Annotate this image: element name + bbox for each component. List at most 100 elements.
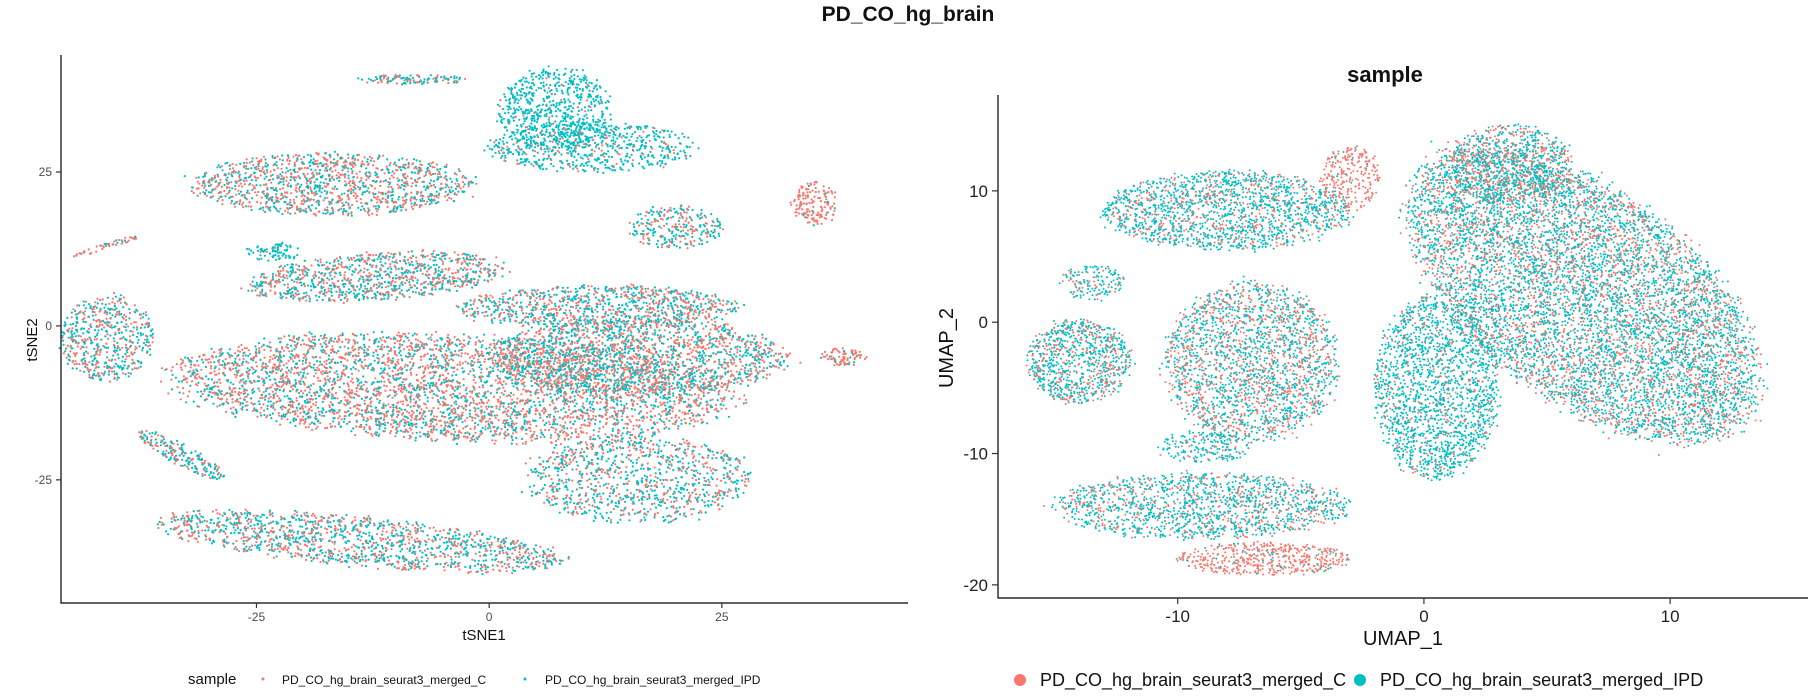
point-IPD [457,385,459,387]
point-C [386,415,388,417]
point-IPD [530,391,532,393]
point-IPD [527,330,529,332]
point-C [678,402,680,404]
point-C [383,407,385,409]
point-IPD [197,382,199,384]
point-C [655,398,657,400]
point-IPD [263,380,265,382]
point-IPD [378,428,380,430]
point-IPD [654,332,656,334]
point-C [592,415,594,417]
point-IPD [599,427,601,429]
point-IPD [395,378,397,380]
point-IPD [595,393,597,395]
point-IPD [365,412,367,414]
point-IPD [664,374,666,376]
point-IPD [188,359,190,361]
point-C [386,385,388,387]
point-IPD [452,393,454,395]
point-IPD [310,395,312,397]
point-IPD [437,360,439,362]
point-IPD [375,434,377,436]
point-IPD [383,419,385,421]
point-C [455,353,457,355]
point-IPD [323,342,325,344]
point-C [683,373,685,375]
point-IPD [477,424,479,426]
point-IPD [347,342,349,344]
point-C [473,400,475,402]
point-C [254,381,256,383]
point-C [186,377,188,379]
point-IPD [339,402,341,404]
point-C [180,398,182,400]
point-IPD [228,354,230,356]
point-IPD [303,372,305,374]
point-C [493,396,495,398]
point-C [204,359,206,361]
point-IPD [348,415,350,417]
point-C [547,381,549,383]
point-C [711,343,713,345]
point-C [609,416,611,418]
point-IPD [456,416,458,418]
point-C [561,381,563,383]
point-C [710,328,712,330]
point-IPD [669,409,671,411]
point-IPD [517,349,519,351]
point-C [406,411,408,413]
point-IPD [490,392,492,394]
point-C [673,403,675,405]
point-IPD [365,397,367,399]
point-C [516,443,518,445]
point-IPD [603,374,605,376]
point-C [344,354,346,356]
point-C [602,426,604,428]
point-C [298,382,300,384]
point-C [527,349,529,351]
point-IPD [631,408,633,410]
point-C [535,413,537,415]
point-IPD [300,371,302,373]
point-C [323,398,325,400]
point-IPD [234,416,236,418]
point-C [448,380,450,382]
point-IPD [557,389,559,391]
point-IPD [384,369,386,371]
point-C [276,395,278,397]
point-C [215,374,217,376]
point-C [667,346,669,348]
point-C [446,341,448,343]
point-C [160,381,162,383]
point-C [401,385,403,387]
point-C [246,347,248,349]
point-IPD [557,392,559,394]
point-C [200,369,202,371]
point-C [672,410,674,412]
point-IPD [441,382,443,384]
point-C [344,358,346,360]
point-IPD [196,360,198,362]
point-IPD [324,334,326,336]
point-IPD [343,382,345,384]
point-C [325,370,327,372]
point-C [400,401,402,403]
point-C [261,346,263,348]
point-IPD [363,334,365,336]
point-C [564,439,566,441]
point-C [275,372,277,374]
point-IPD [566,355,568,357]
point-IPD [447,408,449,410]
point-C [320,343,322,345]
point-IPD [419,435,421,437]
point-IPD [179,392,181,394]
point-C [659,401,661,403]
point-IPD [400,409,402,411]
point-C [420,382,422,384]
point-IPD [270,400,272,402]
point-IPD [259,403,261,405]
point-C [496,414,498,416]
point-IPD [556,336,558,338]
point-IPD [526,402,528,404]
point-IPD [332,420,334,422]
